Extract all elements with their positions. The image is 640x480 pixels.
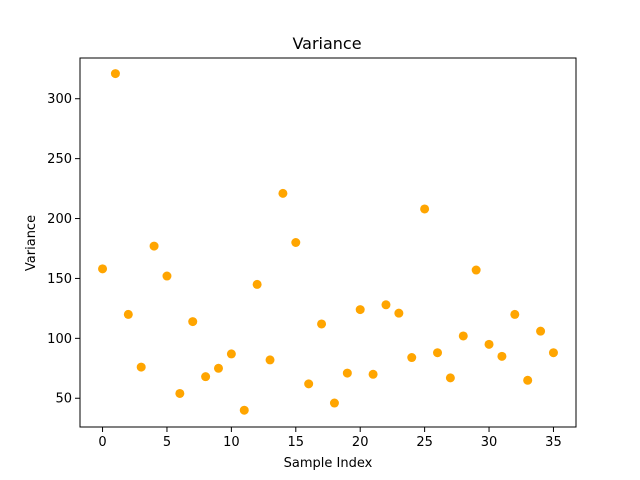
data-point xyxy=(201,372,211,382)
data-point xyxy=(188,317,198,327)
data-point xyxy=(239,405,249,415)
data-point xyxy=(329,398,339,408)
data-point xyxy=(98,264,108,274)
chart-title: Variance xyxy=(292,34,361,53)
y-tick-label: 300 xyxy=(47,92,72,107)
data-point xyxy=(497,351,507,361)
x-tick-label: 20 xyxy=(352,435,369,450)
data-point xyxy=(123,309,133,319)
y-tick-label: 200 xyxy=(47,212,72,227)
data-point xyxy=(548,348,558,358)
data-point xyxy=(252,279,262,289)
data-point xyxy=(355,305,365,315)
y-tick-label: 100 xyxy=(47,332,72,347)
plot-area-frame xyxy=(79,57,577,428)
data-point xyxy=(484,339,494,349)
x-tick-label: 30 xyxy=(481,435,498,450)
x-tick-label: 0 xyxy=(98,435,106,450)
data-point xyxy=(317,319,327,329)
data-point xyxy=(510,309,520,319)
y-tick-label: 250 xyxy=(47,152,72,167)
x-tick-label: 10 xyxy=(223,435,240,450)
data-point xyxy=(304,379,314,389)
y-axis-label: Variance xyxy=(24,215,39,271)
data-point xyxy=(523,375,533,385)
data-point xyxy=(433,348,443,358)
data-point xyxy=(368,369,378,379)
x-tick-label: 35 xyxy=(545,435,562,450)
data-point xyxy=(226,349,236,359)
data-point xyxy=(265,355,275,365)
x-axis-label: Sample Index xyxy=(284,456,373,471)
y-axis: 50 100 150 200 250 300 xyxy=(47,92,80,407)
data-point xyxy=(149,241,159,251)
data-point xyxy=(291,238,301,247)
x-tick-label: 25 xyxy=(416,435,433,450)
data-point xyxy=(342,368,352,378)
data-point xyxy=(213,363,223,373)
y-tick-label: 50 xyxy=(55,392,72,407)
x-axis: 0 5 10 15 20 25 30 35 xyxy=(98,427,562,450)
data-point xyxy=(407,353,417,363)
x-tick-label: 15 xyxy=(288,435,305,450)
data-point xyxy=(136,362,146,372)
data-point xyxy=(175,388,185,398)
y-tick-label: 150 xyxy=(47,272,72,287)
data-point xyxy=(162,271,172,281)
data-points xyxy=(98,69,558,415)
x-tick-label: 5 xyxy=(163,435,171,450)
data-point xyxy=(536,326,546,336)
data-point xyxy=(420,204,430,214)
data-point xyxy=(278,188,288,198)
data-point xyxy=(471,265,481,275)
data-point xyxy=(110,69,120,79)
data-point xyxy=(445,373,455,383)
data-point xyxy=(458,331,468,341)
data-point xyxy=(394,308,404,318)
data-point xyxy=(381,300,391,310)
